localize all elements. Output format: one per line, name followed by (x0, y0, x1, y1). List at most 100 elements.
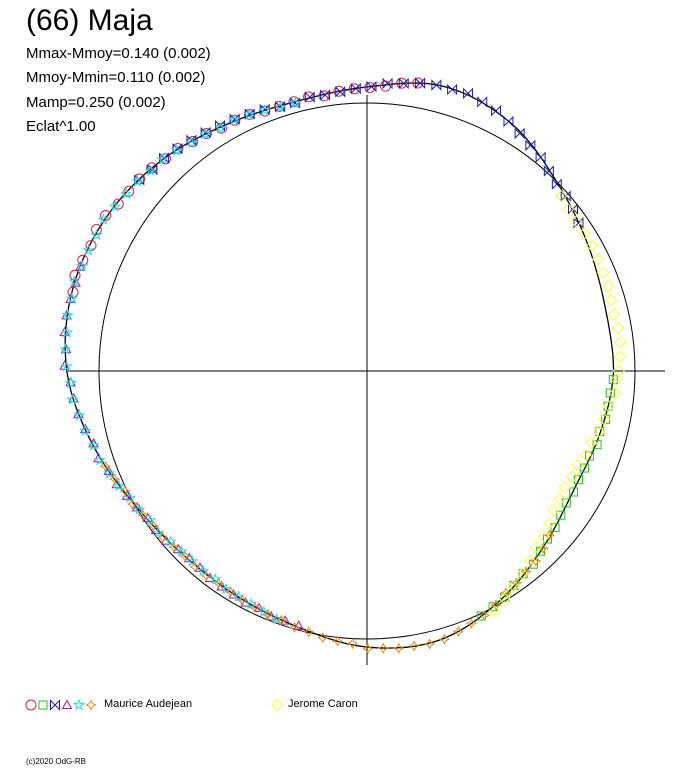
data-point-star (61, 308, 74, 321)
data-point-star (64, 376, 77, 389)
data-point-diamond (558, 480, 572, 494)
data-point-star (274, 101, 287, 113)
data-point-diamond (602, 279, 615, 293)
data-point-square (605, 388, 615, 398)
data-point-diamond (578, 227, 591, 240)
data-point-diamond (610, 373, 623, 386)
chart-title: (66) Maja (26, 4, 153, 37)
data-point-diamond (584, 436, 598, 450)
data-point-triangle (103, 465, 115, 475)
data-point-triangle (75, 261, 86, 271)
data-point-bowtie (398, 77, 409, 90)
data-point-diamond (585, 239, 599, 253)
data-point-diamond (507, 579, 520, 593)
data-point-star (185, 136, 198, 149)
data-point-bowtie (320, 89, 331, 101)
data-point-star (144, 164, 157, 177)
data-point-diamond-star (393, 642, 405, 654)
data-point-diamond (537, 530, 551, 543)
data-point-bowtie (463, 87, 474, 100)
data-point-star (93, 453, 107, 466)
data-point-bowtie (304, 91, 315, 103)
data-point-diamond (614, 336, 627, 349)
data-point-circle (215, 122, 227, 134)
data-point-bowtie (366, 80, 377, 93)
stat-mmax-mmoy: Mmax-Mmoy=0.140 (0.002) (26, 45, 211, 62)
reference-circle-shape (98, 102, 636, 640)
data-point-circle (396, 77, 408, 89)
data-point-bowtie (503, 115, 514, 128)
data-point-diamond (565, 470, 579, 483)
data-point-diamond (529, 540, 542, 554)
data-point-bowtie (335, 86, 346, 98)
data-point-diamond-star (213, 577, 225, 589)
data-point-triangle (293, 620, 305, 630)
data-point-bowtie (491, 105, 502, 117)
data-point-star (90, 228, 103, 241)
data-point-diamond-star (137, 509, 149, 521)
data-point-star (185, 554, 199, 567)
data-point-square (592, 440, 602, 450)
data-point-circle (348, 83, 360, 95)
stat-mmoy-mmin: Mmoy-Mmin=0.110 (0.002) (26, 69, 206, 86)
data-point-bowtie (447, 83, 458, 96)
data-point-star (244, 597, 258, 610)
data-point-square (569, 487, 579, 497)
data-point-star (164, 535, 177, 547)
data-point-diamond-star (490, 599, 502, 611)
data-point-star (65, 292, 78, 304)
data-point-diamond-star (147, 520, 159, 532)
data-point-diamond-star (478, 609, 491, 621)
data-point-diamond-star (511, 577, 523, 589)
data-point-star (133, 503, 146, 515)
data-point-star (66, 393, 79, 405)
data-point-bowtie (543, 165, 554, 177)
data-point-diamond-star (438, 633, 451, 645)
data-point-star (76, 259, 89, 272)
data-point-diamond-star (362, 643, 374, 655)
data-point-diamond (570, 215, 583, 228)
data-point-circle (318, 90, 330, 102)
data-point-star (232, 590, 245, 603)
data-point-triangle (253, 602, 265, 613)
data-point-diamond-star (377, 642, 389, 654)
data-point-diamond (547, 503, 560, 517)
data-point-star (208, 572, 222, 585)
data-point-star (152, 526, 165, 539)
data-point-diamond-star (275, 614, 287, 626)
data-point-star (197, 564, 210, 577)
data-point-bowtie (415, 77, 426, 89)
data-point-square (561, 498, 571, 508)
data-point-diamond-star (288, 621, 301, 633)
data-point-bowtie (350, 82, 361, 95)
data-point-star (227, 113, 241, 126)
data-point-bowtie (535, 151, 546, 164)
data-point-diamond-star (303, 626, 315, 638)
data-point-diamond (488, 605, 502, 618)
data-point-star (199, 127, 212, 140)
data-point-star (123, 491, 137, 503)
data-point-diamond (613, 350, 626, 363)
data-point-circle (90, 224, 102, 236)
data-point-diamond (553, 492, 566, 506)
data-point-diamond (612, 364, 625, 378)
data-point-diamond-star (424, 638, 436, 650)
data-point-diamond-star (126, 498, 139, 510)
data-point-circle (112, 198, 124, 210)
data-point-diamond (542, 516, 556, 530)
data-point-bowtie (382, 77, 393, 90)
data-point-star (97, 212, 110, 225)
data-point-diamond-star (179, 550, 191, 562)
data-point-diamond (607, 308, 621, 321)
data-point-star (60, 359, 73, 372)
data-point-diamond (561, 203, 575, 216)
legend-label-caron: Jerome Caron (288, 698, 358, 710)
data-point-star (60, 325, 74, 338)
data-point-diamond-star (236, 594, 248, 606)
data-point-star (258, 103, 271, 116)
data-point-bowtie (567, 203, 578, 215)
data-point-diamond-star (347, 637, 359, 650)
data-point-star (112, 479, 126, 492)
legend-symbol-circle (25, 699, 37, 711)
data-point-diamond-star (157, 531, 169, 543)
